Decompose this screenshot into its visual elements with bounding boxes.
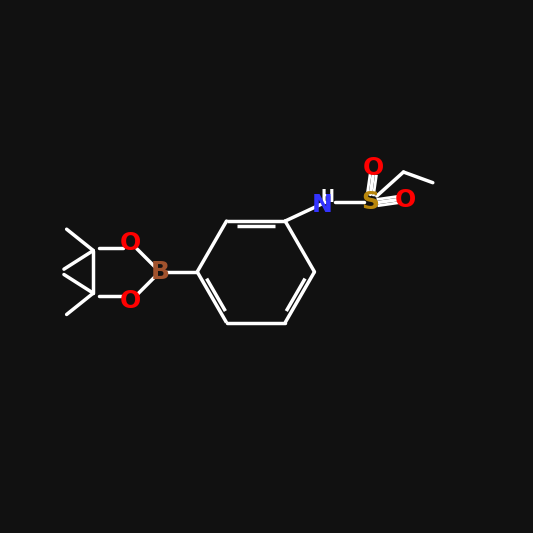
Text: H: H xyxy=(321,188,335,206)
Text: O: O xyxy=(120,289,141,313)
Text: O: O xyxy=(362,156,384,180)
Text: N: N xyxy=(312,193,333,217)
Text: O: O xyxy=(120,230,141,255)
Text: O: O xyxy=(394,188,416,212)
Text: S: S xyxy=(361,190,379,214)
Text: B: B xyxy=(150,260,169,284)
